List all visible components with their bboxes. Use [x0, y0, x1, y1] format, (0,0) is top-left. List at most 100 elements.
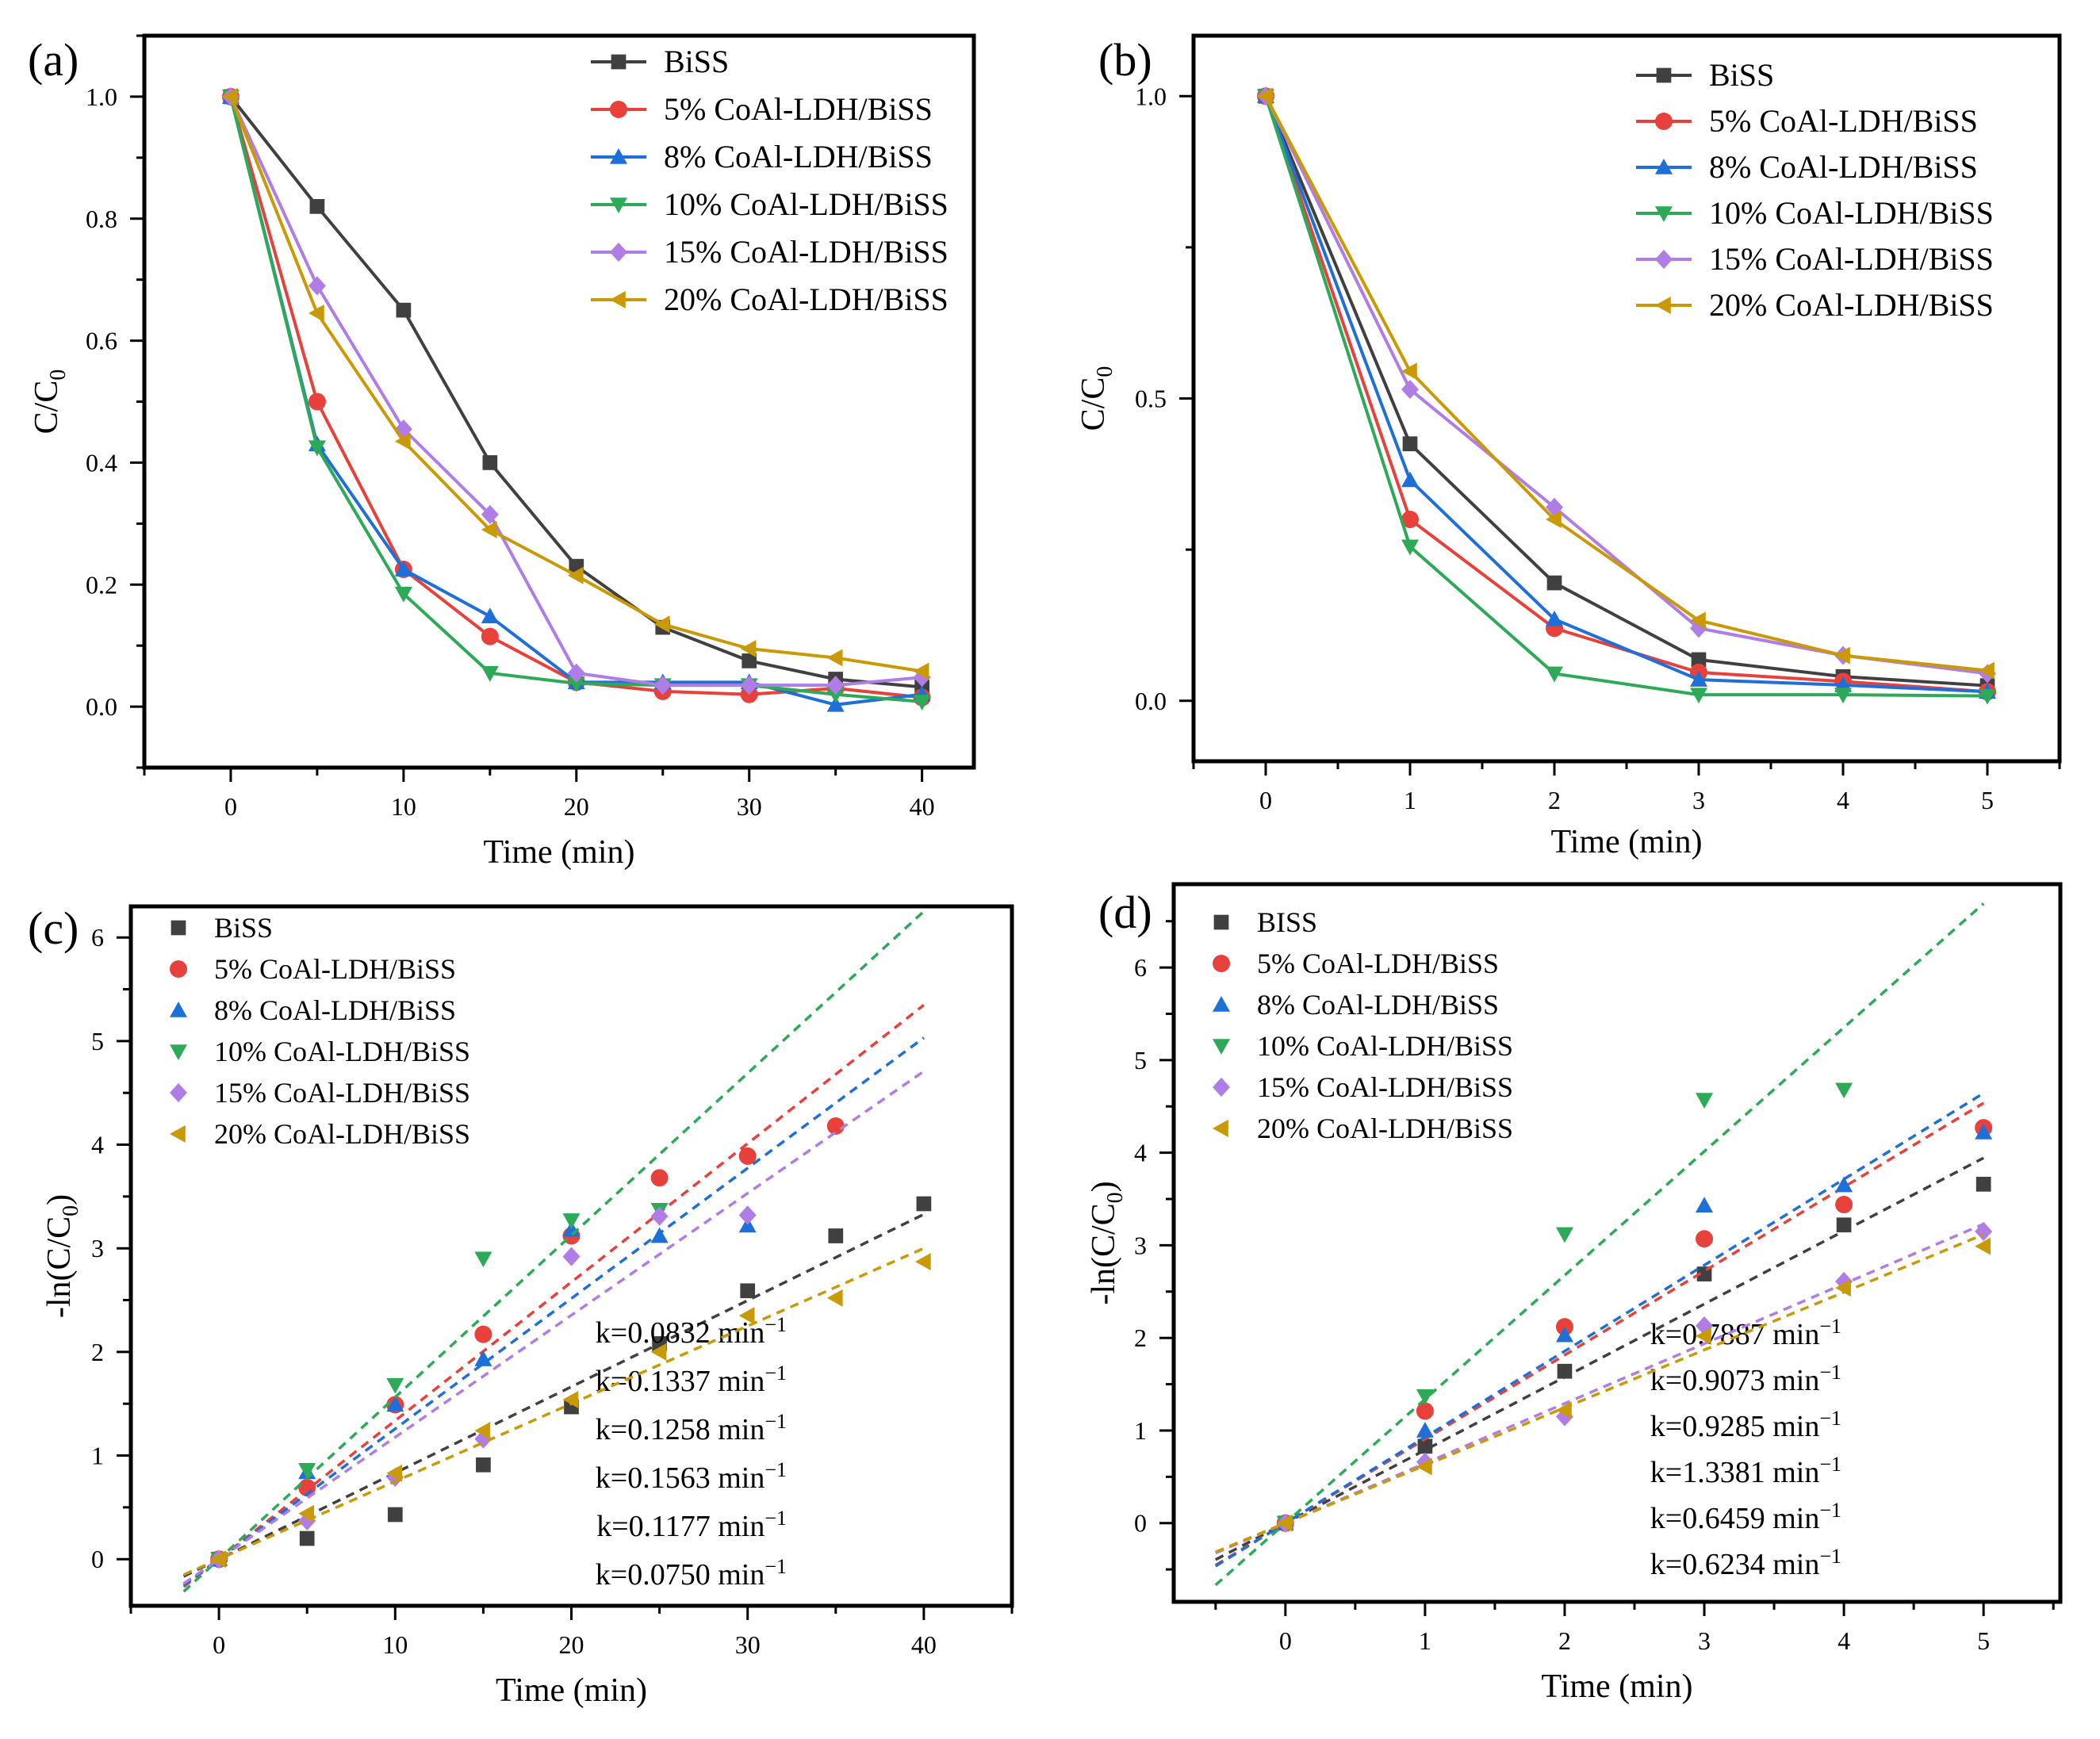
legend-label: 5% CoAl-LDH/BiSS — [664, 91, 933, 127]
legend-marker — [170, 1002, 187, 1017]
fit-line — [1214, 902, 1985, 1587]
data-point — [481, 504, 499, 524]
data-point — [653, 676, 672, 695]
series-line — [229, 96, 922, 673]
legend-entry: 10% CoAl-LDH/BiSS — [591, 186, 948, 222]
data-point — [826, 1289, 843, 1307]
data-point — [1401, 539, 1419, 556]
series-2 — [1214, 1092, 1993, 1568]
y-tick-label: 5 — [1134, 1046, 1147, 1074]
data-point — [828, 1228, 844, 1243]
data-point — [826, 687, 845, 703]
legend-entry: 5% CoAl-LDH/BiSS — [591, 91, 933, 127]
x-tick-label: 3 — [1698, 1626, 1711, 1655]
rate-constant-label: k=0.1337 min−1 — [596, 1362, 787, 1398]
data-point — [1836, 1217, 1852, 1233]
y-tick-label: 0.0 — [86, 692, 117, 721]
data-point — [650, 1169, 669, 1187]
plot-frame-b — [1191, 33, 2062, 764]
panel-label: (d) — [1098, 887, 1152, 938]
data-point — [650, 1206, 669, 1226]
legend-entry: 15% CoAl-LDH/BiSS — [170, 1077, 470, 1109]
data-point — [1276, 1514, 1293, 1532]
legend-entry: 5% CoAl-LDH/BiSS — [1213, 948, 1499, 979]
legend-entry: 15% CoAl-LDH/BiSS — [1213, 1071, 1513, 1103]
series-line — [1264, 95, 1988, 694]
data-point — [913, 695, 931, 711]
data-point — [914, 1253, 931, 1271]
x-tick-label: 4 — [1838, 1626, 1850, 1655]
legend-label: 15% CoAl-LDH/BiSS — [1709, 241, 1994, 277]
y-tick-label: 1.0 — [86, 82, 117, 111]
legend-entry: BiSS — [591, 44, 729, 79]
x-tick-label: 3 — [1692, 786, 1705, 814]
data-point — [394, 586, 412, 603]
series-5 — [182, 1247, 931, 1576]
x-tick-label: 0 — [1259, 786, 1272, 814]
legend-marker — [610, 291, 626, 308]
legend-label: 10% CoAl-LDH/BiSS — [1257, 1030, 1513, 1062]
data-point — [562, 1247, 581, 1266]
x-tick-label: 10 — [391, 792, 416, 821]
legend-marker — [1213, 914, 1229, 930]
data-point — [740, 640, 757, 658]
data-point — [1546, 575, 1562, 591]
data-point — [308, 276, 326, 296]
data-point — [1696, 1316, 1714, 1336]
data-point — [1417, 1438, 1433, 1454]
fit-line — [1214, 1092, 1985, 1568]
data-point — [1402, 436, 1418, 452]
data-point — [1690, 688, 1707, 704]
legend-marker — [170, 1125, 186, 1143]
legend-entry: 8% CoAl-LDH/BiSS — [591, 139, 933, 174]
legend-label: 20% CoAl-LDH/BiSS — [664, 282, 948, 317]
legend-entry: BiSS — [171, 912, 273, 944]
data-point — [1401, 471, 1419, 488]
legend-entry: BiSS — [1636, 57, 1774, 93]
legend-entry: 20% CoAl-LDH/BiSS — [591, 282, 948, 317]
legend-entry: BISS — [1213, 906, 1317, 938]
data-point — [396, 302, 412, 318]
data-point — [1835, 1279, 1851, 1297]
x-tick-label: 40 — [911, 1630, 937, 1659]
data-point — [474, 1251, 492, 1268]
y-tick-label: 4 — [91, 1131, 104, 1159]
data-point — [1546, 666, 1563, 683]
data-point — [1979, 661, 1995, 680]
data-point — [740, 1283, 756, 1299]
legend-marker — [170, 960, 187, 978]
data-point — [650, 1343, 667, 1361]
data-point — [481, 521, 497, 539]
y-tick-label: 0.8 — [86, 205, 117, 233]
data-point — [740, 676, 758, 695]
data-point — [1975, 1237, 1991, 1255]
y-tick-label: 3 — [91, 1234, 104, 1262]
legend-marker — [1655, 206, 1673, 222]
data-point — [826, 695, 845, 712]
series-line — [1264, 95, 1988, 698]
data-point — [394, 432, 411, 450]
data-point — [1416, 1389, 1434, 1405]
data-point — [298, 1504, 314, 1523]
rate-constant-label: k=0.7887 min−1 — [1650, 1315, 1841, 1351]
series-3 — [1257, 89, 1996, 705]
x-tick-label: 20 — [564, 792, 589, 821]
plot-frame-d — [1171, 882, 2063, 1604]
data-point — [913, 662, 929, 680]
data-point — [386, 1396, 404, 1412]
legend-marker — [1655, 249, 1673, 270]
rate-constant-label: k=0.0750 min−1 — [596, 1555, 787, 1592]
data-point — [567, 566, 584, 584]
data-point — [1546, 497, 1563, 517]
data-point — [1696, 1197, 1714, 1213]
data-point — [1546, 610, 1563, 626]
data-point — [221, 87, 238, 105]
y-tick-label: 2 — [1134, 1323, 1147, 1352]
legend-entry: 10% CoAl-LDH/BiSS — [1213, 1030, 1513, 1062]
legend-marker — [1213, 996, 1230, 1012]
legend-marker — [611, 54, 627, 70]
series-1 — [221, 87, 931, 707]
legend-entry: 10% CoAl-LDH/BiSS — [1636, 195, 1994, 231]
legend-marker — [610, 148, 627, 164]
legend-entry: 8% CoAl-LDH/BiSS — [170, 994, 456, 1026]
